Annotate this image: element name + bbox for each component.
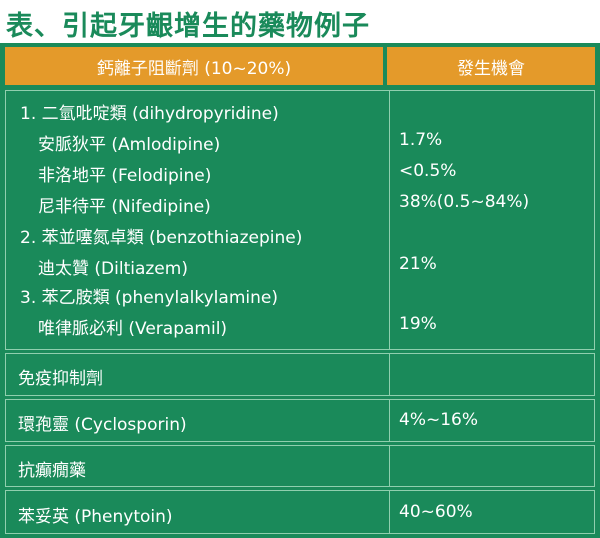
column-divider (389, 446, 390, 486)
calcium-blocker-group: 1. 二氫吡啶類 (dihydropyridine) 安脈狄平 (Amlodip… (5, 90, 595, 350)
row-label: 免疫抑制劑 (18, 369, 103, 389)
row-label: 苯妥英 (Phenytoin) (18, 507, 173, 527)
value-diltiazem: 21% (399, 254, 437, 274)
table-row: 抗癲癇藥 (5, 445, 595, 487)
column-divider (389, 354, 390, 395)
value-verapamil: 19% (399, 314, 437, 334)
drug-diltiazem: 迪太贊 (Diltiazem) (38, 259, 188, 279)
table-row: 苯妥英 (Phenytoin) 40~60% (5, 490, 595, 534)
header-drug-column: 鈣離子阻斷劑 (10~20%) (5, 47, 383, 85)
header-probability-column: 發生機會 (387, 47, 595, 85)
table-row: 環孢靈 (Cyclosporin) 4%~16% (5, 399, 595, 442)
column-divider (389, 91, 390, 349)
drug-verapamil: 唯律脈必利 (Verapamil) (38, 319, 228, 339)
row-label: 環孢靈 (Cyclosporin) (18, 415, 187, 435)
group-heading-benzothiazepine: 2. 苯並噻氮卓類 (benzothiazepine) (20, 228, 303, 248)
drug-felodipine: 非洛地平 (Felodipine) (38, 166, 212, 186)
table-title: 表、引起牙齦增生的藥物例子 (6, 11, 370, 42)
drug-amlodipine: 安脈狄平 (Amlodipine) (38, 135, 221, 155)
value-nifedipine: 38%(0.5~84%) (399, 192, 530, 212)
drug-table: 鈣離子阻斷劑 (10~20%) 發生機會 1. 二氫吡啶類 (dihydropy… (0, 43, 600, 538)
group-heading-dihydropyridine: 1. 二氫吡啶類 (dihydropyridine) (20, 104, 279, 124)
row-value: 40~60% (399, 502, 473, 522)
table-row: 免疫抑制劑 (5, 353, 595, 396)
column-divider (389, 491, 390, 533)
value-amlodipine: 1.7% (399, 130, 443, 150)
group-heading-phenylalkylamine: 3. 苯乙胺類 (phenylalkylamine) (20, 288, 278, 308)
value-felodipine: <0.5% (399, 161, 457, 181)
drug-nifedipine: 尼非待平 (Nifedipine) (38, 197, 211, 217)
column-divider (389, 400, 390, 441)
row-value: 4%~16% (399, 410, 478, 430)
row-label: 抗癲癇藥 (18, 461, 86, 481)
